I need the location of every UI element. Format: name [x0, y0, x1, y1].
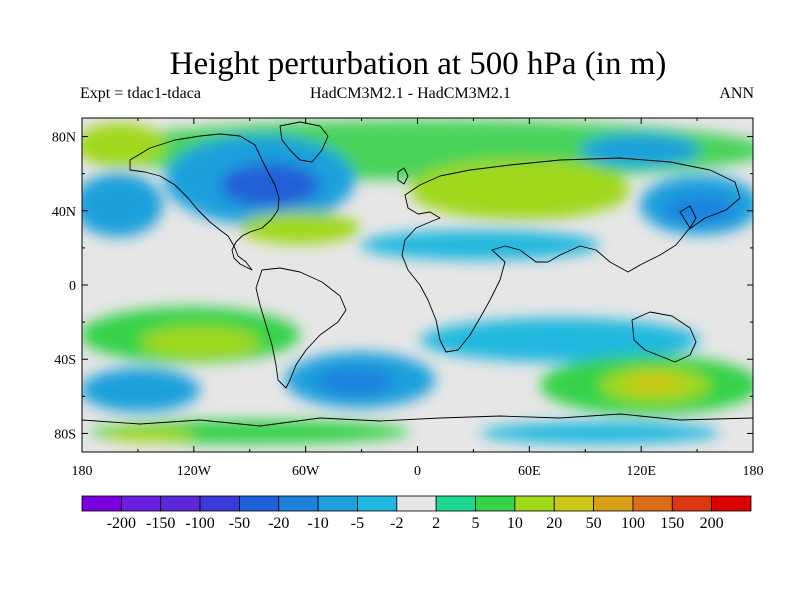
- lon-tick-label: 0: [414, 464, 421, 479]
- field-low-indian-ocean: [420, 318, 700, 362]
- lon-tick-label: 60E: [518, 464, 541, 479]
- latitude-tick-labels: 80N 40N 0 40S 80S: [52, 131, 76, 443]
- contour-field: [82, 118, 753, 452]
- field-low-east-pacific: [82, 173, 163, 237]
- colorbar-swatch: [81, 495, 122, 512]
- coastline-eurasia-africa: [401, 157, 741, 353]
- colorbar-swatch: [199, 495, 240, 512]
- colorbar-label: 150: [660, 515, 684, 532]
- colorbar-label: -50: [229, 515, 250, 532]
- lat-tick-label: 80S: [54, 427, 76, 442]
- field-low-west-pacific-core: [665, 195, 735, 225]
- field-high-south-pacific: [140, 326, 260, 358]
- field-low-arctic: [580, 134, 700, 166]
- colorbar-swatch: [357, 495, 398, 512]
- colorbar-swatch: [396, 495, 437, 512]
- coastlines: [82, 121, 753, 427]
- colorbar-label: 5: [472, 515, 480, 532]
- colorbar-label: 100: [621, 515, 645, 532]
- colorbar-swatch: [317, 495, 358, 512]
- colorbar-label: -5: [351, 515, 364, 532]
- colorbar-label: 50: [586, 515, 602, 532]
- colorbar-label: -100: [185, 515, 214, 532]
- coastline-japan: [679, 205, 697, 229]
- colorbar-label: -150: [146, 515, 175, 532]
- colorbar-labels: -200 -150 -100 -50 -20 -10 -5 -2 2 5 10 20 50 100 150 2…: [107, 515, 724, 532]
- coastline-antarctica: [82, 413, 753, 427]
- field-low-north-atlantic-core: [220, 163, 320, 207]
- colorbar-swatch: [120, 495, 162, 512]
- field-low-antarctic-east: [480, 422, 720, 444]
- colorbar-swatch: [435, 495, 476, 512]
- colorbar-swatch: [278, 495, 319, 512]
- colorbar-label: -20: [268, 515, 289, 532]
- plot-title: Height perturbation at 500 hPa (in m): [169, 46, 667, 82]
- lon-tick-label: 180: [72, 464, 93, 479]
- lat-tick-label: 40S: [54, 353, 76, 368]
- field-low-south-pacific-west: [82, 368, 200, 412]
- colorbar-swatch: [475, 495, 516, 512]
- coastline-australia: [631, 311, 697, 363]
- lat-tick-label: 40N: [52, 205, 76, 220]
- colorbar-swatch: [593, 495, 634, 512]
- colorbar-swatch: [553, 495, 594, 512]
- colorbar-swatch: [632, 495, 673, 512]
- coastline-south-america: [255, 267, 347, 389]
- colorbar-swatch: [514, 495, 555, 512]
- colorbar-label: -10: [307, 515, 328, 532]
- lon-tick-label: 120E: [626, 464, 656, 479]
- colorbar-label: 20: [546, 515, 562, 532]
- lat-tick-label: 0: [69, 279, 76, 294]
- axis-ticks: [81, 118, 754, 452]
- colorbar-label: -2: [390, 515, 403, 532]
- colorbar-label: -200: [107, 515, 136, 532]
- colorbar-label: 200: [700, 515, 724, 532]
- field-low-tropics: [360, 230, 600, 260]
- model-label: HadCM3M2.1 - HadCM3M2.1: [310, 85, 511, 102]
- field-high-southern-ocean-core: [627, 373, 683, 393]
- longitude-tick-labels: 180 120W 60W 0 60E 120E 180: [72, 464, 764, 479]
- season-label: ANN: [719, 85, 754, 102]
- colorbar-swatch: [239, 495, 280, 512]
- field-high-antarctic: [105, 428, 195, 442]
- experiment-label: Expt = tdac1-tdaca: [80, 85, 201, 102]
- lat-tick-label: 80N: [52, 131, 76, 146]
- field-low-south-atlantic-core: [315, 368, 395, 396]
- lon-tick-label: 120W: [177, 464, 212, 479]
- lon-tick-label: 60W: [292, 464, 320, 479]
- colorbar: [81, 495, 752, 512]
- lon-tick-label: 180: [743, 464, 764, 479]
- field-high-subtropical-atlantic: [240, 212, 360, 244]
- colorbar-swatch: [711, 495, 752, 512]
- coastline-north-america: [129, 133, 280, 271]
- colorbar-label: 10: [507, 515, 523, 532]
- coastline-uk: [397, 167, 409, 185]
- colorbar-swatch: [160, 495, 201, 512]
- colorbar-swatch: [671, 495, 713, 512]
- colorbar-label: 2: [432, 515, 440, 532]
- field-high-europe: [410, 160, 630, 220]
- field-high-pacific-nw: [82, 123, 165, 167]
- coastline-greenland: [279, 121, 329, 163]
